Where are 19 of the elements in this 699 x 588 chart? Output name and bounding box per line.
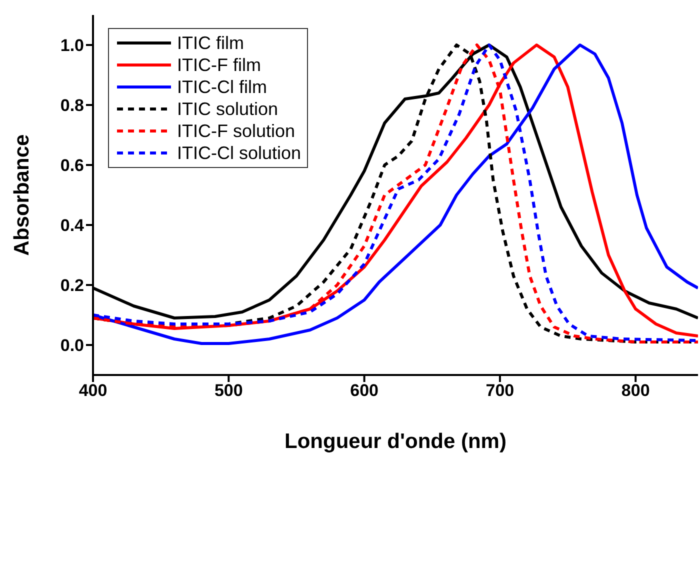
legend-label: ITIC-Cl film [177, 76, 267, 98]
x-tick-label: 400 [78, 381, 108, 400]
y-tick-label: 0.8 [60, 96, 84, 116]
x-tick-label: 700 [486, 381, 514, 400]
x-tick-label: 800 [621, 381, 650, 400]
y-tick-label: 0.6 [60, 156, 84, 176]
y-tick-label: 0.2 [60, 276, 84, 296]
x-tick-label: 500 [214, 381, 243, 400]
x-tick-label: 600 [350, 381, 378, 400]
y-tick-label: 1.0 [60, 36, 84, 56]
legend-label: ITIC-Cl solution [177, 142, 302, 164]
legend-label: ITIC solution [177, 98, 278, 120]
x-axis-title: Longueur d'onde (nm) [284, 430, 506, 453]
y-tick-label: 0.4 [60, 216, 85, 236]
legend-label: ITIC-F film [177, 54, 261, 76]
legend-label: ITIC-F solution [177, 120, 296, 142]
legend-label: ITIC film [177, 32, 244, 54]
y-tick-label: 0.0 [60, 336, 84, 356]
y-axis-title: Absorbance [10, 134, 34, 256]
